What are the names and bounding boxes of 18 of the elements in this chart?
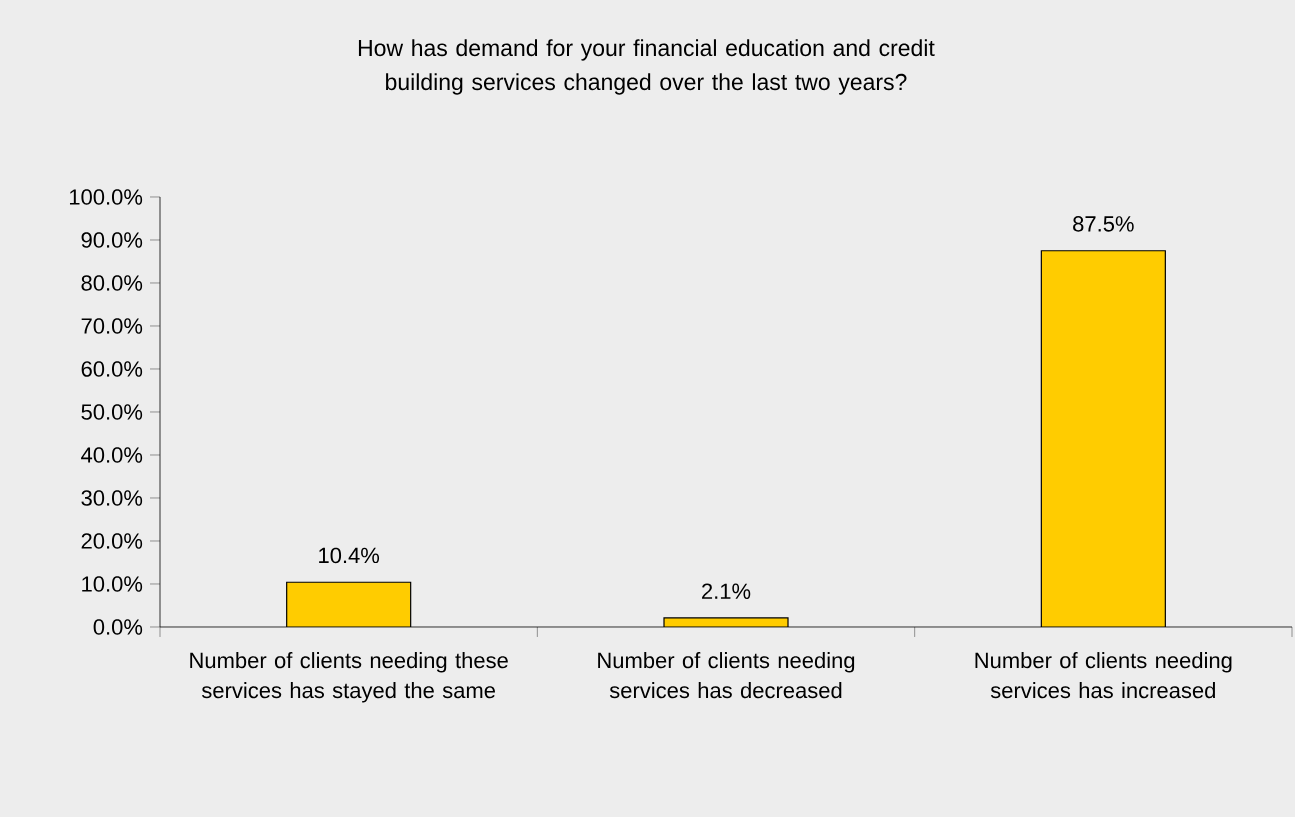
y-tick-label: 100.0% (69, 189, 143, 205)
y-tick-label: 20.0% (81, 533, 143, 549)
x-tick-label: Number of clients needing services has increased (975, 652, 1232, 699)
y-tick-label: 80.0% (81, 275, 143, 291)
y-tick-label: 50.0% (81, 404, 143, 420)
y-tick-label: 40.0% (81, 447, 143, 463)
y-tick-label: 90.0% (81, 232, 143, 248)
y-tick-label: 10.0% (82, 576, 143, 592)
y-tick-label: 0.0% (93, 619, 143, 635)
y-tick-label: 70.0% (81, 318, 143, 334)
x-tick-label: Number of clients needing these services has stayed the same (190, 652, 508, 703)
x-tick-label: Number of clients needing services has decreased (598, 652, 855, 699)
data-label: 2.1% (702, 583, 751, 599)
y-tick-label: 60.0% (81, 361, 143, 377)
chart-title: How has demand for your financial education and credit building services changed over the last two years? (358, 39, 935, 95)
y-tick-label: 30.0% (81, 490, 143, 506)
data-label: 10.4% (319, 547, 380, 564)
data-label: 87.5% (1073, 216, 1134, 232)
